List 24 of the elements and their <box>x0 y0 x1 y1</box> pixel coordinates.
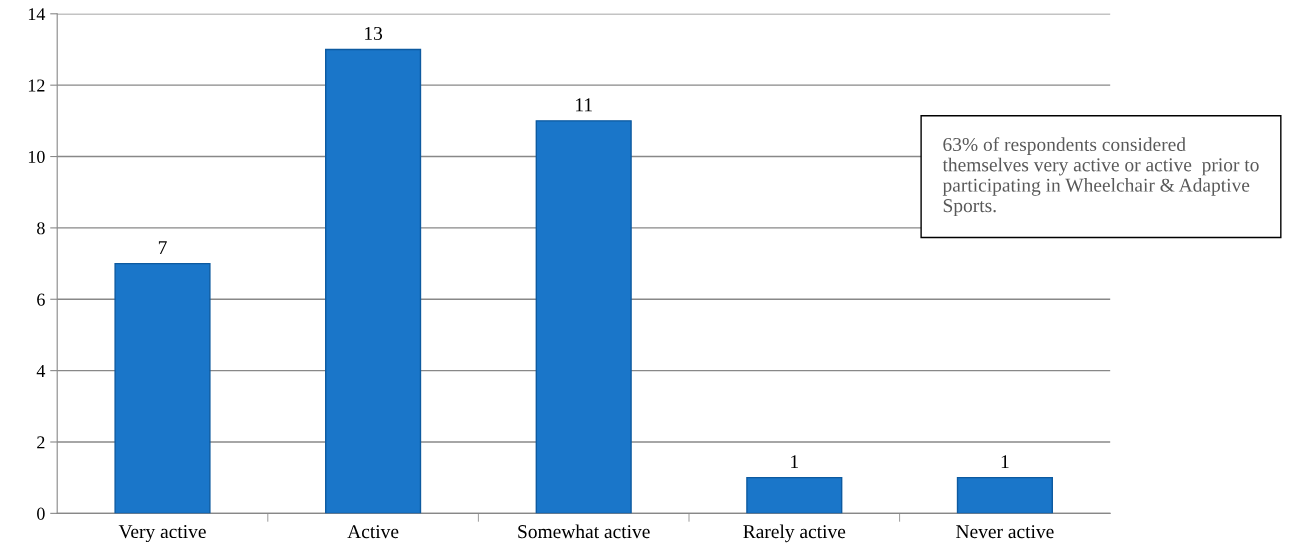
y-tick-label: 6 <box>37 293 45 306</box>
x-tick-label: Never active <box>956 525 1054 539</box>
y-tick-label: 2 <box>37 436 45 449</box>
bar <box>956 476 1053 514</box>
x-tick-label: Active <box>347 525 399 539</box>
data-label: 11 <box>576 98 592 112</box>
y-tick-label: 0 <box>37 507 45 520</box>
y-tick-label: 14 <box>28 8 46 21</box>
data-label: 13 <box>365 26 383 40</box>
y-tick-label: 10 <box>28 150 45 163</box>
x-tick-label: Very active <box>118 525 206 543</box>
data-label: 1 <box>1001 455 1009 468</box>
y-tick-label: 4 <box>36 365 46 377</box>
bar <box>325 48 422 514</box>
x-tick-label: Somewhat active <box>518 524 650 539</box>
x-tick-label: Rarely active <box>743 524 846 543</box>
bar <box>746 476 843 514</box>
data-label: 7 <box>158 241 167 254</box>
y-tick-label: 8 <box>37 222 45 235</box>
y-tick-label: 12 <box>28 79 45 92</box>
annotation: 63% of respondents considered themselves very active or active prior to participating in Wheelchair & Adaptive Sports. <box>942 137 1259 217</box>
bar <box>535 120 632 514</box>
data-label: 1 <box>791 455 798 468</box>
bar <box>114 262 211 514</box>
